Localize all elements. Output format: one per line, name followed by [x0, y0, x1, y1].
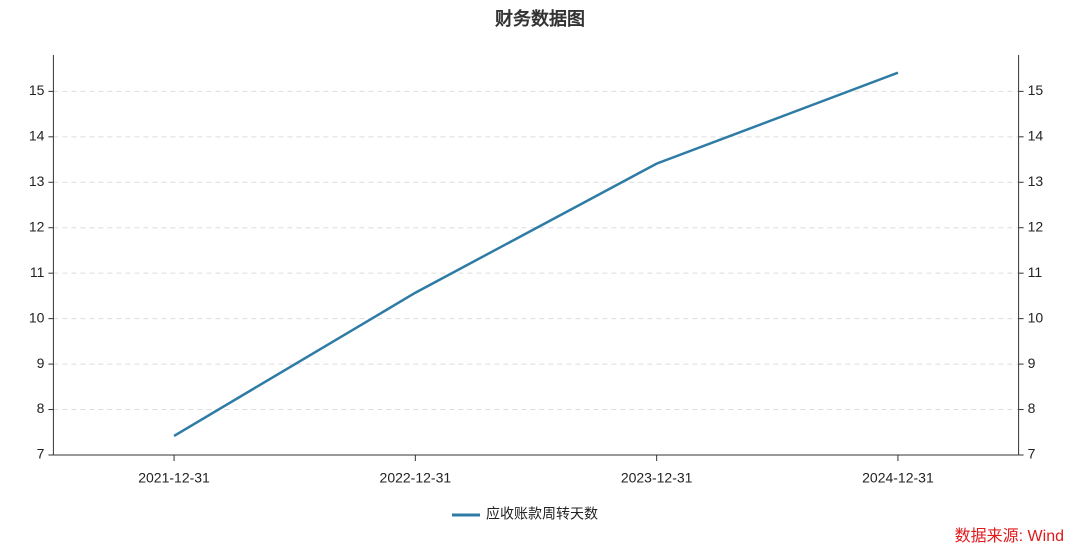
y2-tick-label: 15 — [1028, 82, 1044, 98]
source-note: 数据来源: Wind — [955, 527, 1064, 545]
y-tick-label: 9 — [37, 355, 45, 371]
y-tick-label: 11 — [30, 264, 45, 280]
x-tick-label: 2022-12-31 — [380, 470, 452, 486]
y-tick-label: 14 — [29, 128, 45, 144]
y-tick-label: 13 — [29, 173, 45, 189]
y2-tick-label: 10 — [1028, 309, 1044, 325]
y2-tick-label: 8 — [1028, 400, 1036, 416]
y2-tick-label: 9 — [1028, 355, 1036, 371]
x-tick-label: 2024-12-31 — [862, 470, 934, 486]
y-tick-label: 15 — [29, 82, 45, 98]
y2-tick-label: 12 — [1028, 218, 1044, 234]
chart-title: 财务数据图 — [495, 8, 585, 29]
y2-tick-label: 14 — [1028, 128, 1044, 144]
y-tick-label: 8 — [37, 400, 45, 416]
legend-label: 应收账款周转天数 — [486, 506, 598, 522]
y-tick-label: 12 — [29, 218, 45, 234]
y-tick-label: 7 — [37, 446, 45, 462]
y-tick-label: 10 — [29, 309, 45, 325]
y2-tick-label: 7 — [1028, 446, 1036, 462]
x-tick-label: 2021-12-31 — [138, 470, 210, 486]
data-line — [173, 71, 899, 437]
y2-tick-label: 13 — [1028, 173, 1044, 189]
y2-tick-label: 11 — [1028, 264, 1043, 280]
x-tick-label: 2023-12-31 — [621, 470, 693, 486]
